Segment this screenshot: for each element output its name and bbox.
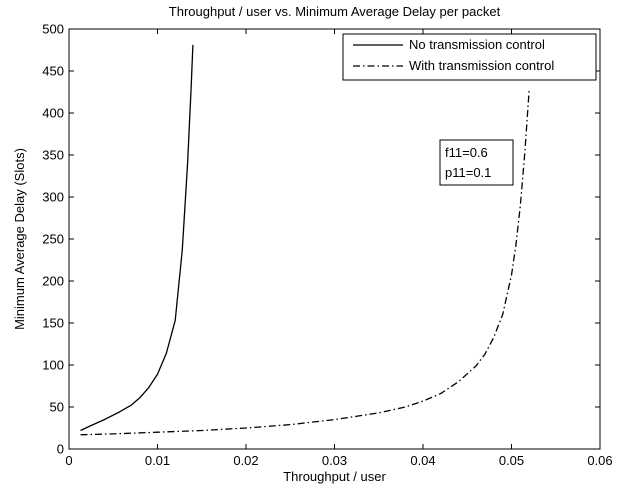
y-tick-label-250: 250 (42, 232, 64, 247)
annotation-p11: p11=0.1 (445, 165, 491, 180)
legend-label-with-transmission-control: With transmission control (409, 58, 554, 73)
y-axis-label: Minimum Average Delay (Slots) (12, 148, 27, 330)
series-layer (80, 44, 530, 436)
x-tick-label-0-01: 0.01 (145, 453, 170, 468)
y-tick-label-350: 350 (42, 148, 64, 163)
legend: No transmission control With transmissio… (342, 33, 597, 81)
legend-box (342, 33, 597, 81)
y-tick-label-300: 300 (42, 190, 64, 205)
parameter-annotation: f11=0.6 p11=0.1 (439, 139, 514, 186)
x-axis-label: Throughput / user (283, 469, 386, 484)
x-tick-label-0-03: 0.03 (322, 453, 347, 468)
y-tick-label-400: 400 (42, 106, 64, 121)
legend-label-no-transmission-control: No transmission control (409, 37, 545, 52)
x-tick-label-0-04: 0.04 (410, 453, 435, 468)
series-line-no-transmission-control (80, 44, 194, 432)
x-tick-label-0-06: 0.06 (587, 453, 612, 468)
y-tick-label-0: 0 (57, 442, 64, 457)
x-tick-label-0: 0 (65, 453, 72, 468)
series-line-with-transmission-control (80, 89, 530, 436)
y-tick-label-450: 450 (42, 64, 64, 79)
annotation-box (439, 139, 514, 186)
axis-ticks: 0 0.01 0.02 0.03 0.04 0.05 0.06 0 50 100 150 200 250… (42, 22, 612, 469)
y-tick-label-150: 150 (42, 316, 64, 331)
y-tick-label-500: 500 (42, 22, 64, 37)
x-tick-label-0-02: 0.02 (233, 453, 258, 468)
y-tick-label-100: 100 (42, 358, 64, 373)
annotation-f11: f11=0.6 (445, 145, 488, 160)
x-tick-label-0-05: 0.05 (499, 453, 524, 468)
chart-title: Throughput / user vs. Minimum Average De… (169, 4, 501, 19)
y-tick-label-200: 200 (42, 274, 64, 289)
y-tick-label-50: 50 (50, 400, 64, 415)
